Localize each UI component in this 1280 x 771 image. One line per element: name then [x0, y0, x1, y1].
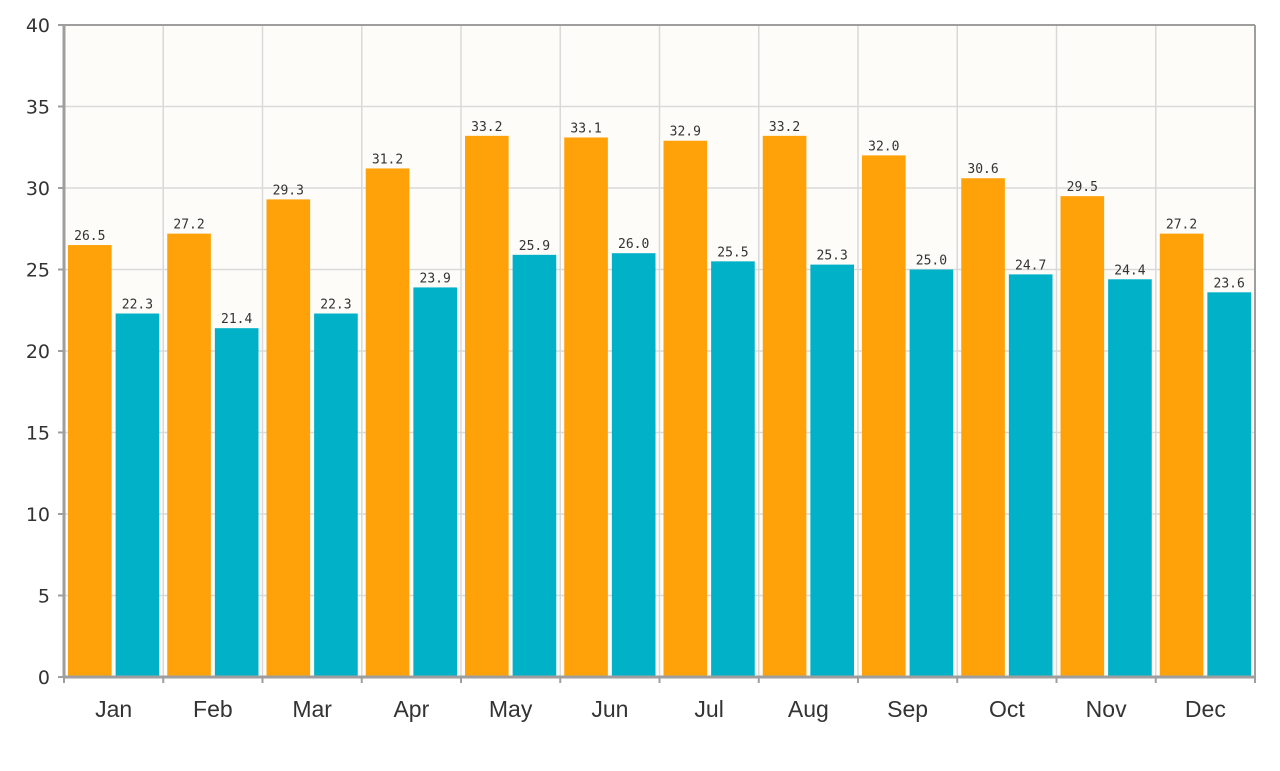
- bar-sep-series-2: [909, 269, 954, 677]
- bar-dec-series-2: [1207, 292, 1251, 677]
- bar-aug-series-2: [810, 264, 854, 677]
- data-label: 24.7: [1015, 258, 1046, 273]
- data-label: 32.0: [868, 139, 899, 154]
- x-tick-label: Sep: [887, 696, 928, 722]
- bar-jun-series-2: [611, 253, 656, 677]
- bar-may-series-2: [512, 254, 557, 677]
- data-label: 26.5: [74, 229, 105, 244]
- y-tick-label: 30: [26, 178, 50, 200]
- y-tick-label: 15: [26, 423, 50, 445]
- data-label: 22.3: [320, 298, 351, 313]
- bar-jul-series-2: [711, 261, 755, 677]
- x-tick-label: Jan: [95, 696, 132, 722]
- axes: [58, 24, 1256, 683]
- data-label: 27.2: [1166, 218, 1197, 233]
- data-label: 33.2: [471, 120, 502, 135]
- data-label: 25.3: [817, 249, 848, 264]
- x-tick-label: Mar: [292, 696, 332, 722]
- data-label: 31.2: [372, 152, 403, 167]
- data-label: 27.2: [173, 218, 204, 233]
- x-tick-label: Feb: [193, 696, 233, 722]
- x-tick-label: Nov: [1086, 696, 1127, 722]
- data-label: 25.0: [916, 254, 947, 269]
- y-tick-label: 20: [26, 341, 50, 363]
- x-tick-label: Dec: [1185, 696, 1226, 722]
- x-tick-label: Aug: [788, 696, 829, 722]
- x-tick-label: Oct: [989, 696, 1025, 722]
- data-label: 30.6: [967, 162, 998, 177]
- data-label: 23.9: [420, 271, 451, 286]
- data-label: 24.4: [1114, 263, 1145, 278]
- data-label: 29.5: [1067, 180, 1098, 195]
- bar-jan-series-2: [115, 313, 160, 677]
- data-label: 21.4: [221, 312, 252, 327]
- x-tick-label: Jul: [694, 696, 723, 722]
- bar-feb-series-2: [214, 328, 259, 677]
- bar-jan-series-1: [68, 245, 112, 678]
- data-label: 29.3: [273, 183, 304, 198]
- data-label: 26.0: [618, 237, 649, 252]
- bar-oct-series-2: [1008, 274, 1053, 677]
- bar-aug-series-1: [762, 135, 807, 678]
- bar-nov-series-1: [1060, 196, 1105, 677]
- y-tick-label: 40: [26, 15, 50, 37]
- bar-jun-series-1: [564, 137, 608, 678]
- data-label: 25.5: [717, 245, 748, 260]
- bar-mar-series-2: [314, 313, 358, 677]
- data-label: 25.9: [519, 239, 550, 254]
- data-labels: 26.5 22.3 27.2 21.4 29.3 22.3 31.2 23.9 33.2 25.9…: [74, 120, 1245, 327]
- data-label: 22.3: [122, 298, 153, 313]
- data-label: 32.9: [670, 125, 701, 140]
- bar-mar-series-1: [266, 199, 311, 677]
- bar-oct-series-1: [961, 178, 1005, 677]
- bar-apr-series-1: [365, 168, 410, 677]
- data-label: 33.2: [769, 120, 800, 135]
- bar-may-series-1: [465, 135, 509, 678]
- y-tick-label: 0: [38, 667, 50, 689]
- bar-jul-series-1: [663, 140, 708, 678]
- y-tick-label: 35: [26, 97, 50, 119]
- y-tick-labels: 0 5 10 15 20 25 30 35 40: [26, 15, 50, 689]
- bar-sep-series-1: [862, 155, 906, 677]
- y-tick-label: 5: [38, 586, 50, 608]
- y-tick-label: 25: [26, 260, 50, 282]
- data-label: 33.1: [570, 121, 601, 136]
- bar-apr-series-2: [413, 287, 457, 677]
- bar-dec-series-1: [1159, 233, 1204, 677]
- bar-nov-series-2: [1108, 279, 1152, 677]
- x-tick-labels: Jan Feb Mar Apr May Jun Jul Aug Sep Oct Nov Dec: [95, 696, 1226, 722]
- x-tick-label: Jun: [591, 696, 628, 722]
- bars: [68, 135, 1251, 678]
- bar-feb-series-1: [167, 233, 211, 677]
- y-tick-label: 10: [26, 504, 50, 526]
- data-label: 23.6: [1214, 276, 1245, 291]
- x-tick-label: Apr: [393, 696, 429, 722]
- x-tick-label: May: [489, 696, 533, 722]
